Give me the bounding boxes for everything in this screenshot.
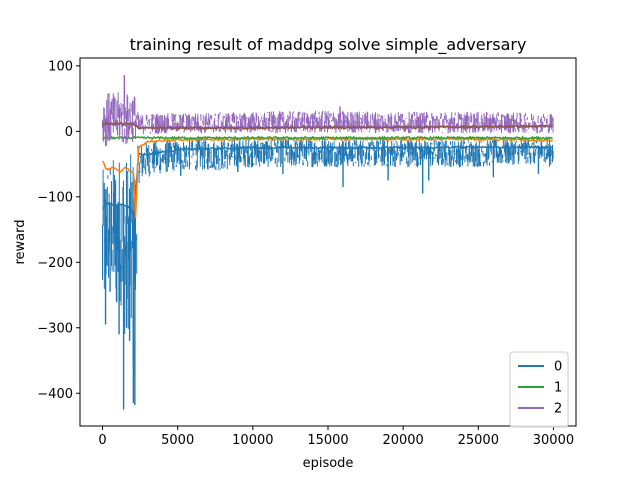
y-axis-label: reward [13, 219, 28, 264]
y-tick-label: −300 [37, 321, 73, 336]
x-tick-label: 25000 [458, 433, 499, 448]
chart-title: training result of maddpg solve simple_a… [130, 35, 527, 55]
x-tick-label: 10000 [232, 433, 273, 448]
series-4-line [102, 121, 553, 131]
series-2 [102, 135, 553, 141]
series-0 [102, 137, 554, 410]
x-tick-label: 0 [98, 433, 106, 448]
y-tick-label: −100 [37, 190, 73, 205]
legend-label: 0 [554, 360, 562, 375]
series-0-band [102, 137, 554, 376]
x-tick-label: 5000 [161, 433, 194, 448]
y-tick-label: 0 [65, 125, 73, 140]
legend-label: 2 [554, 402, 562, 417]
series-2-line [102, 135, 553, 141]
legend-label: 1 [554, 381, 562, 396]
x-axis-label: episode [303, 456, 354, 471]
x-tick-label: 30000 [533, 433, 574, 448]
x-tick-label: 20000 [382, 433, 423, 448]
series-4 [102, 121, 553, 131]
series-0-line [102, 144, 553, 217]
y-tick-label: 100 [48, 59, 73, 74]
legend: 0 1 2 [509, 351, 569, 428]
y-tick-label: −200 [37, 256, 73, 271]
x-tick-label: 15000 [307, 433, 348, 448]
y-tick-label: −400 [37, 387, 73, 402]
